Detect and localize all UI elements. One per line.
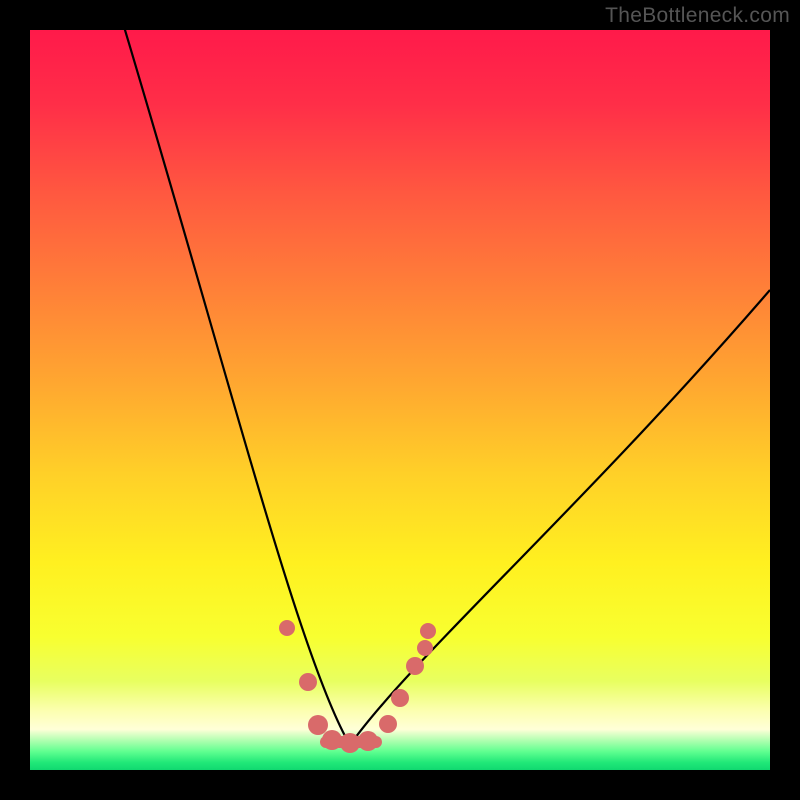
data-marker xyxy=(308,715,328,735)
data-marker xyxy=(379,715,397,733)
curve-layer xyxy=(30,30,770,770)
data-marker xyxy=(406,657,424,675)
data-marker xyxy=(322,730,342,750)
data-marker xyxy=(299,673,317,691)
data-marker xyxy=(358,731,378,751)
data-marker xyxy=(420,623,436,639)
bottleneck-curve xyxy=(122,30,770,745)
watermark-text: TheBottleneck.com xyxy=(605,4,790,28)
data-marker xyxy=(279,620,295,636)
data-marker xyxy=(340,733,360,753)
data-marker xyxy=(417,640,433,656)
chart-container xyxy=(30,30,770,770)
data-marker xyxy=(391,689,409,707)
